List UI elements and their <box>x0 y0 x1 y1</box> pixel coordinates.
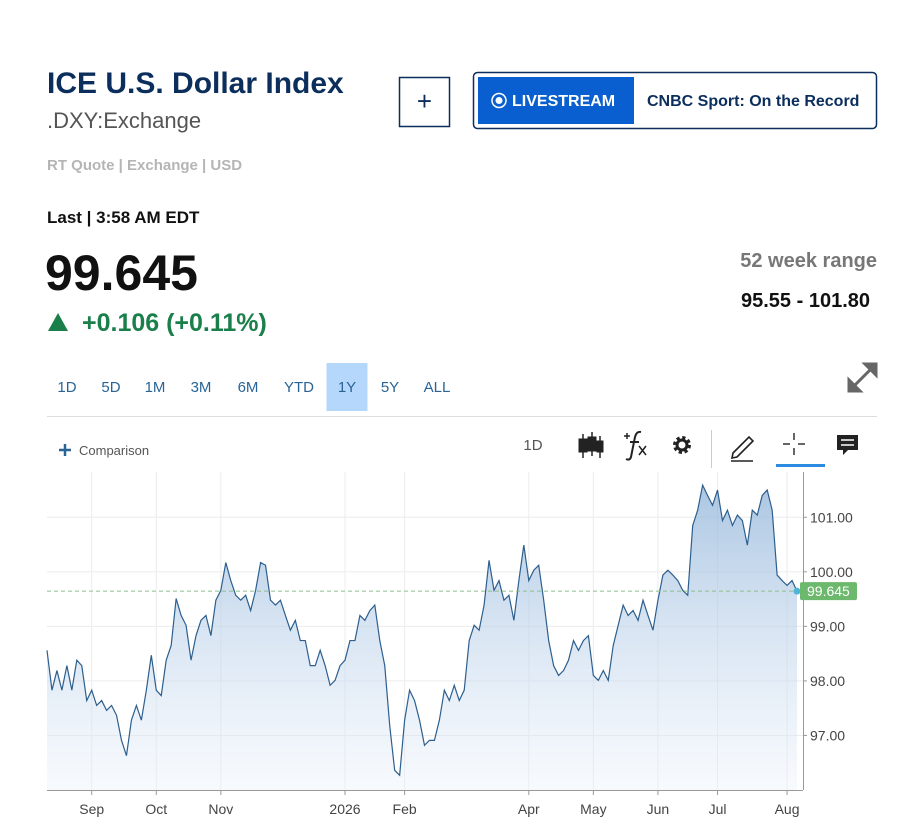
live-icon-dot <box>495 97 503 104</box>
last-price-box <box>800 582 857 601</box>
live-icon <box>491 92 507 109</box>
tab-highlight <box>326 363 368 411</box>
crosshair <box>783 433 805 455</box>
tab-label: 6M <box>238 379 259 396</box>
fx-f <box>625 430 642 461</box>
x-tick-label: May <box>580 801 606 817</box>
y-tick-label: 99.00 <box>810 618 845 634</box>
pencil <box>730 435 755 460</box>
range-label: 52 week range <box>740 250 877 272</box>
range: 95.55 - 101.80 <box>741 290 870 312</box>
comparison-label: Comparison <box>79 443 149 458</box>
x-tick-label: 2026 <box>329 801 360 817</box>
x-tick-label: Aug <box>775 801 800 817</box>
tab-label: 5Y <box>381 379 399 396</box>
tab-label: ALL <box>424 379 451 396</box>
candle-icon[interactable] <box>578 432 604 458</box>
time-range-tab[interactable]: 5Y <box>381 379 399 396</box>
tab-label: 1D <box>57 379 76 396</box>
tab-label: 1M <box>145 379 166 396</box>
show-title[interactable]: CNBC Sport: On the Record <box>647 93 859 110</box>
time-range-tab[interactable]: 1M <box>145 379 166 396</box>
livestream-bg <box>478 77 634 124</box>
x-tick-label: Apr <box>518 801 540 817</box>
candle <box>578 438 588 453</box>
livestream-button[interactable]: LIVESTREAM <box>478 77 634 124</box>
comment-icon[interactable] <box>837 435 858 455</box>
x-tick-label: Feb <box>393 801 417 817</box>
quote-info: RT Quote | Exchange | USD <box>47 157 242 174</box>
crosshair-icon[interactable] <box>776 433 825 467</box>
comparison-button[interactable]: Comparison <box>59 443 149 458</box>
price-line <box>46 483 798 777</box>
x-tick-label: Sep <box>79 801 104 817</box>
time-range-tab[interactable]: 3M <box>191 379 212 396</box>
candle <box>587 436 597 452</box>
add-button-label: + <box>417 86 432 116</box>
x-tick-label: Jul <box>709 801 727 817</box>
time-range-tabs: 1D5D1M3M6MYTD1Y5YALL1Y <box>57 363 451 411</box>
tab-label: 5D <box>101 379 120 396</box>
y-tick-label: 100.00 <box>810 564 853 580</box>
chart: Sep Oct Nov 2026 Feb Apr May Jun Jul Aug 97.00 98.0… <box>46 472 857 817</box>
time-range-tab[interactable]: 6M <box>238 379 259 396</box>
fx-x <box>638 445 647 456</box>
last-point <box>793 587 801 595</box>
y-tick-label: 98.00 <box>810 673 845 689</box>
expand-icon[interactable] <box>847 362 878 393</box>
interval-button[interactable]: 1D <box>523 437 542 454</box>
x-tick-label: Nov <box>208 801 233 817</box>
indicator-icon[interactable] <box>624 430 647 461</box>
time-range-tab[interactable]: ALL <box>424 379 451 396</box>
tab-label: 3M <box>191 379 212 396</box>
time-range-tab[interactable]: YTD <box>284 379 314 396</box>
title: ICE U.S. Dollar Index <box>47 67 344 100</box>
gear-body <box>675 438 689 452</box>
expand-head <box>847 376 864 393</box>
settings-icon[interactable] <box>673 436 691 454</box>
draw-icon[interactable] <box>730 435 755 462</box>
last-time: Last | 3:58 AM EDT <box>47 208 200 227</box>
time-range-tab[interactable]: 1D <box>57 379 76 396</box>
tab-label: 1Y <box>338 379 356 396</box>
up-arrow <box>48 313 68 331</box>
x-tick-label: Jun <box>647 801 670 817</box>
gear-teeth <box>673 436 691 454</box>
last-price-label: 99.645 <box>807 583 850 599</box>
area-fill <box>47 485 797 790</box>
bubble-lines <box>841 439 854 446</box>
change: +0.106 (+0.11%) <box>82 309 267 337</box>
x-tick-label: Oct <box>145 801 167 817</box>
add-button[interactable]: + <box>398 76 451 128</box>
livestream-label: LIVESTREAM <box>512 93 615 110</box>
comparison-plus <box>59 444 71 456</box>
y-tick-label: 97.00 <box>810 727 845 743</box>
tab-label: YTD <box>284 379 314 396</box>
expand-head <box>861 362 878 379</box>
symbol: .DXY:Exchange <box>47 108 201 133</box>
candle <box>596 440 604 453</box>
price: 99.645 <box>45 245 198 301</box>
fx-plus <box>624 433 630 439</box>
time-range-tab[interactable]: 5D <box>101 379 120 396</box>
add-button-box <box>398 76 451 128</box>
y-tick-label: 101.00 <box>810 509 853 525</box>
time-range-tab[interactable]: 1Y <box>326 363 368 411</box>
